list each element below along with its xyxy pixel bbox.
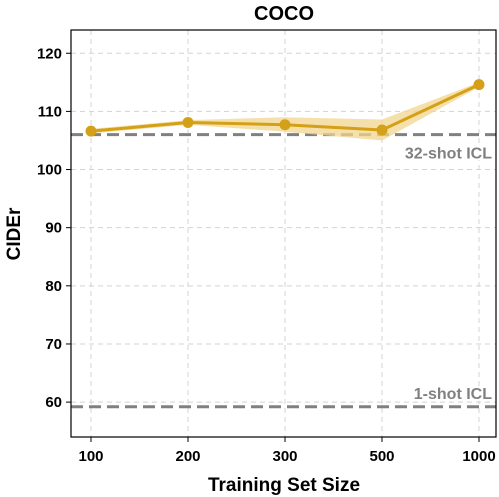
x-tick-label: 100 [78,448,103,465]
data-point [279,119,291,131]
reference-line-label: 1-shot ICL [414,386,492,403]
y-tick-label: 110 [38,103,62,120]
plot-frame [70,29,497,438]
x-tick-label: 1000 [462,448,495,465]
x-axis-ticks: 100 200 300 500 1000 [78,437,496,465]
x-tick-label: 300 [272,448,297,465]
reference-labels: 32-shot ICL 1-shot ICL [403,144,494,405]
x-axis-label: Training Set Size [208,475,360,496]
data-point [182,116,194,128]
reference-line-label: 32-shot ICL [405,146,492,163]
y-tick-label: 80 [45,278,62,295]
y-tick-label: 90 [45,220,62,237]
data-points [85,79,485,137]
x-tick-label: 200 [175,448,200,465]
data-point [376,124,388,136]
grid [71,30,496,437]
reference-lines [71,133,496,409]
y-axis-label: CIDEr [4,207,25,260]
y-tick-label: 70 [45,336,62,353]
chart-title: COCO [254,3,314,25]
y-axis-ticks: 60 70 80 90 100 110 120 [37,45,71,411]
data-point [85,125,97,137]
y-tick-label: 100 [37,162,62,179]
y-tick-label: 120 [37,45,62,62]
x-tick-label: 500 [369,448,394,465]
data-point [473,79,485,91]
y-tick-label: 60 [45,394,62,411]
